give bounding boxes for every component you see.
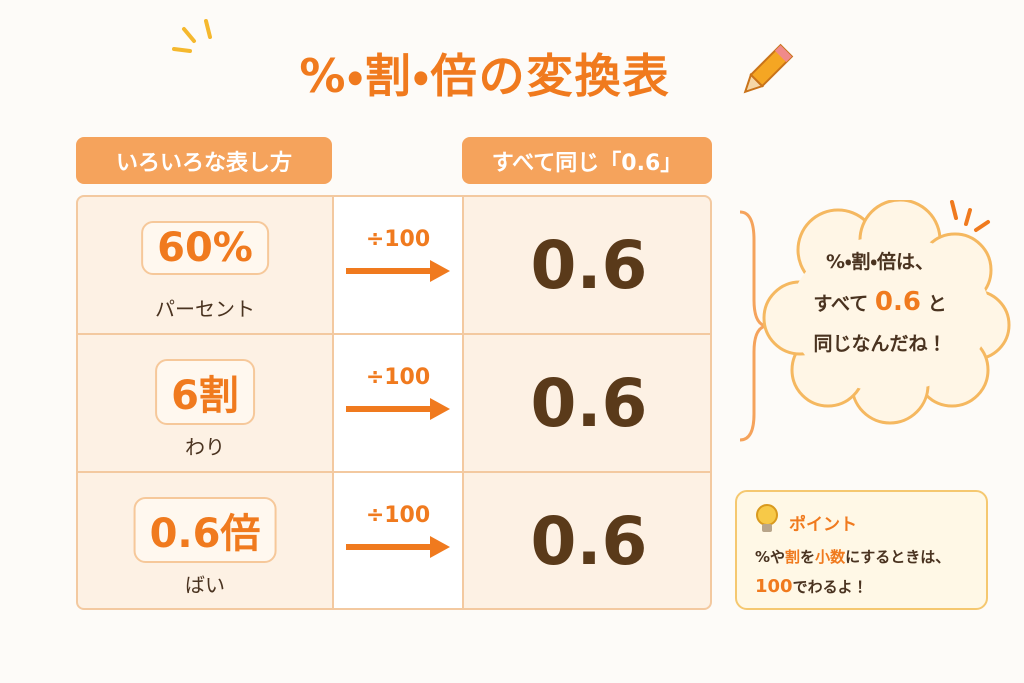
highlight: 100	[755, 576, 793, 597]
result-cell: 0.6	[464, 335, 710, 473]
value: 6割	[155, 359, 255, 425]
highlight: 割	[785, 548, 801, 566]
title: %・割・倍の変換表	[299, 49, 671, 103]
value-cell: 0.6倍ばい	[78, 473, 334, 608]
result: 0.6	[530, 227, 648, 304]
sparkle	[172, 19, 212, 53]
arrow	[346, 398, 450, 420]
operation: ÷100	[365, 227, 431, 252]
text: を	[800, 548, 816, 566]
reading: わり	[185, 435, 225, 459]
header-left: いろいろな表し方	[76, 137, 332, 184]
bubble-line: すべて 0.6 と	[770, 282, 990, 324]
header-right: すべて同じ「0.6」	[462, 137, 712, 184]
result: 0.6	[530, 365, 648, 442]
pencil-icon	[743, 43, 794, 94]
text: 同じなんだね！	[813, 333, 947, 355]
bulb-icon	[756, 504, 778, 532]
reading: ばい	[185, 573, 225, 597]
highlight: 小数	[815, 548, 846, 566]
value: 60%	[141, 221, 269, 275]
point-line: %や割を小数にするときは、	[755, 542, 950, 572]
operation: ÷100	[365, 503, 431, 528]
arrow	[346, 536, 450, 558]
bubble-line: 同じなんだね！	[770, 324, 990, 364]
value-cell: 60% パーセント	[78, 197, 334, 335]
text: %・割・倍は、	[826, 251, 934, 273]
point-line: 100でわるよ！	[755, 572, 950, 602]
point-text: %や割を小数にするときは、 100でわるよ！	[755, 542, 950, 602]
bubble-line: %・割・倍は、	[770, 242, 990, 282]
op-cell: ÷100	[334, 197, 464, 335]
bubble-graphic	[739, 200, 1011, 442]
text: %や	[755, 548, 786, 566]
op-cell: ÷100	[334, 335, 464, 473]
conversion-table: 60% パーセント ÷100 0.6 6割わり ÷100 0.6 0.6倍ばい ÷…	[76, 195, 712, 610]
arrow	[346, 260, 450, 282]
text: と	[920, 293, 947, 315]
value: 0.6倍	[133, 497, 277, 563]
result-cell: 0.6	[464, 197, 710, 335]
result-cell: 0.6	[464, 473, 710, 608]
highlight: 0.6	[874, 287, 921, 317]
point-title: ポイント	[789, 515, 857, 535]
text: すべて	[813, 293, 875, 315]
reading: パーセント	[155, 297, 255, 321]
text: にするときは、	[845, 548, 951, 566]
point-box: ポイント %や割を小数にするときは、 100でわるよ！	[735, 490, 988, 610]
op-cell: ÷100	[334, 473, 464, 608]
result: 0.6	[530, 503, 648, 580]
value-cell: 6割わり	[78, 335, 334, 473]
operation: ÷100	[365, 365, 431, 390]
bubble-text: %・割・倍は、 すべて 0.6 と 同じなんだね！	[770, 242, 990, 364]
text: でわるよ！	[792, 578, 868, 596]
